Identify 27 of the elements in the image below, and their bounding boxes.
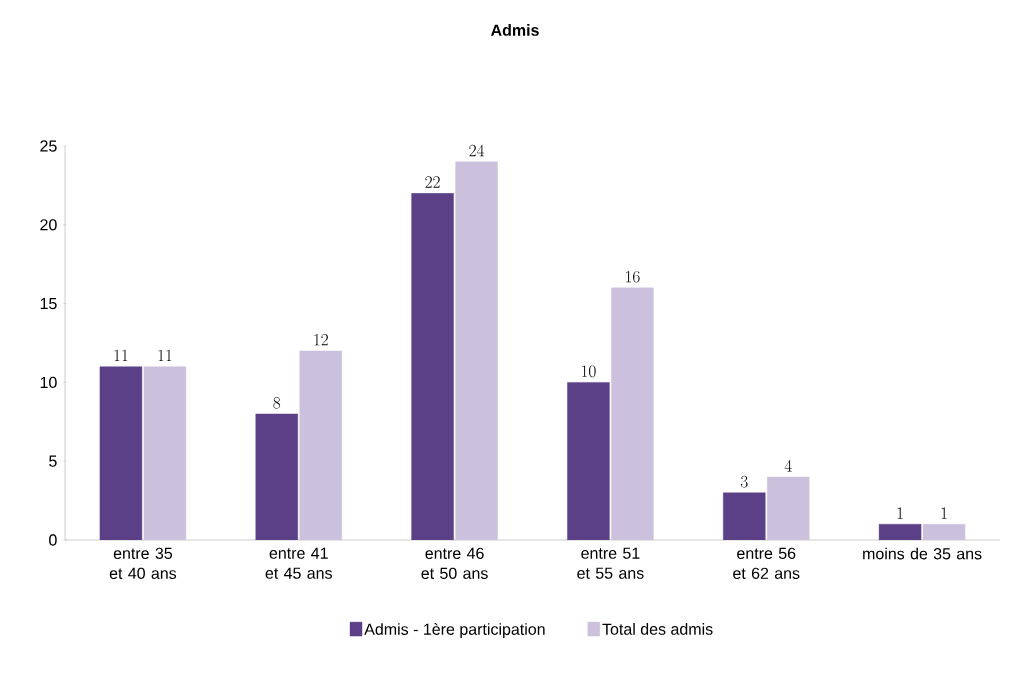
y-tick-label: 5 [49, 455, 57, 467]
chart-title: Admis [490, 24, 539, 36]
data-label: 4 [784, 459, 792, 472]
y-tick-label: 15 [40, 298, 57, 310]
x-tick-label: entre 35 et 40 ans [109, 547, 177, 579]
data-label: 11 [114, 349, 128, 362]
data-label: 24 [469, 144, 485, 157]
data-label: 1 [897, 507, 903, 519]
data-label: 12 [314, 333, 328, 346]
y-tick-label: 0 [49, 534, 57, 546]
data-label: 22 [425, 176, 440, 188]
x-tick-label: entre 56 et 62 ans [733, 547, 800, 579]
y-tick-label: 25 [40, 140, 57, 152]
x-tick-label: entre 41 et 45 ans [265, 547, 332, 579]
legend-label: Total des admis [602, 623, 713, 635]
data-label: 10 [582, 365, 596, 378]
data-label: 11 [158, 349, 172, 362]
y-tick-label: 10 [40, 376, 57, 389]
data-label: 1 [941, 507, 947, 519]
y-tick-label: 20 [40, 219, 57, 231]
data-label: 16 [626, 270, 640, 283]
legend-label: Admis - 1ère participation [364, 622, 545, 639]
data-label: 3 [740, 475, 748, 488]
data-label: 8 [273, 397, 281, 409]
x-tick-label: entre 51 et 55 ans [577, 547, 644, 579]
x-tick-label: moins de 35 ans [863, 547, 982, 560]
x-tick-label: entre 46 et 50 ans [421, 547, 488, 579]
